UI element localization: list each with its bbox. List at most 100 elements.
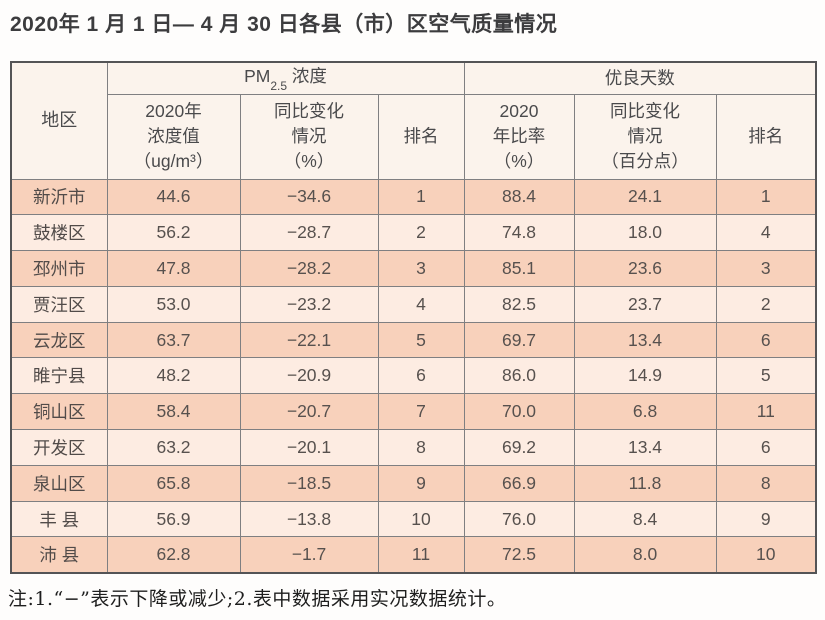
pm-rank-cell: 7	[377, 393, 465, 431]
pm-rank-cell: 10	[377, 500, 465, 538]
good-ratio-cell: 72.5	[463, 536, 575, 574]
good-ratio-cell: 70.0	[463, 393, 575, 431]
pm-rank-cell: 9	[377, 464, 465, 502]
good-ratio-cell: 85.1	[463, 250, 575, 287]
pm-value-cell: 53.0	[106, 285, 241, 323]
pm-change-cell: −28.7	[239, 214, 379, 252]
region-cell: 铜山区	[10, 393, 108, 431]
region-cell: 鼓楼区	[10, 214, 108, 252]
table-row: 睢宁县 48.2 −20.9 6 86.0 14.9 5	[10, 357, 817, 395]
region-cell: 开发区	[10, 429, 108, 466]
pm-change-cell: −20.1	[239, 429, 379, 466]
good-rank-cell: 4	[715, 214, 817, 252]
pm-rank-cell: 11	[377, 536, 465, 574]
good-ratio-cell: 74.8	[463, 214, 575, 252]
table-row: 铜山区 58.4 −20.7 7 70.0 6.8 11	[10, 393, 817, 431]
region-cell: 丰 县	[10, 500, 108, 538]
good-change-cell: 13.4	[573, 321, 717, 359]
good-ratio-cell: 82.5	[463, 285, 575, 323]
good-days-group-header: 优良天数	[463, 61, 817, 95]
good-change-cell: 23.6	[573, 250, 717, 287]
good-change-cell: 14.9	[573, 357, 717, 395]
pm-rank-cell: 5	[377, 321, 465, 359]
region-column-header: 地区	[10, 61, 108, 180]
pm-rank-cell: 2	[377, 214, 465, 252]
pm-change-cell: −18.5	[239, 464, 379, 502]
good-change-cell: 6.8	[573, 393, 717, 431]
good-rank-cell: 6	[715, 429, 817, 466]
good-ratio-cell: 86.0	[463, 357, 575, 395]
pm-value-cell: 63.7	[106, 321, 241, 359]
pm25-group-header: PM2.5 浓度	[106, 61, 465, 95]
table-row: 邳州市 47.8 −28.2 3 85.1 23.6 3	[10, 250, 817, 287]
pm-value-cell: 58.4	[106, 393, 241, 431]
good-change-cell: 24.1	[573, 178, 717, 216]
pm-rank-cell: 4	[377, 285, 465, 323]
pm-value-cell: 56.9	[106, 500, 241, 538]
table-row: 贾汪区 53.0 −23.2 4 82.5 23.7 2	[10, 285, 817, 323]
pm-value-cell: 48.2	[106, 357, 241, 395]
group-header-row: 地区 PM2.5 浓度 优良天数	[10, 61, 817, 180]
good-ratio-cell: 69.7	[463, 321, 575, 359]
good-change-cell: 13.4	[573, 429, 717, 466]
pm-change-cell: −20.7	[239, 393, 379, 431]
pm-rank-cell: 1	[377, 178, 465, 216]
pm-change-header: 同比变化 情况 （%）	[239, 93, 379, 180]
good-rank-header: 排名	[715, 93, 817, 180]
good-rank-cell: 5	[715, 357, 817, 395]
pm-change-cell: −34.6	[239, 178, 379, 216]
table-row: 沛 县 62.8 −1.7 11 72.5 8.0 10	[10, 536, 817, 574]
pm-change-cell: −20.9	[239, 357, 379, 395]
pm25-label-prefix: PM	[244, 66, 271, 87]
pm-change-cell: −1.7	[239, 536, 379, 574]
good-rank-cell: 6	[715, 321, 817, 359]
pm-rank-cell: 3	[377, 250, 465, 287]
good-rank-cell: 10	[715, 536, 817, 574]
table-row: 泉山区 65.8 −18.5 9 66.9 11.8 8	[10, 464, 817, 502]
good-ratio-header: 2020 年比率 （%）	[463, 93, 575, 180]
good-change-cell: 8.4	[573, 500, 717, 538]
pm-value-cell: 56.2	[106, 214, 241, 252]
pm-rank-header: 排名	[377, 93, 465, 180]
good-rank-cell: 1	[715, 178, 817, 216]
air-quality-table: 地区 PM2.5 浓度 优良天数 2020年 浓度值 （ug/m³） 同比变化 …	[10, 61, 818, 574]
good-change-cell: 18.0	[573, 214, 717, 252]
page-title: 2020年 1 月 1 日— 4 月 30 日各县（市）区空气质量情况	[10, 13, 558, 36]
good-rank-cell: 3	[715, 250, 817, 287]
good-rank-cell: 2	[715, 285, 817, 323]
pm25-label-subscript: 2.5	[270, 78, 288, 93]
good-rank-cell: 11	[715, 393, 817, 431]
good-ratio-cell: 76.0	[463, 500, 575, 538]
good-rank-cell: 9	[715, 500, 817, 538]
good-change-header: 同比变化 情况 （百分点）	[573, 93, 717, 180]
good-ratio-cell: 66.9	[463, 464, 575, 502]
good-change-cell: 8.0	[573, 536, 717, 574]
region-cell: 泉山区	[10, 464, 108, 502]
pm25-label-suffix: 浓度	[287, 66, 327, 87]
region-cell: 睢宁县	[10, 357, 108, 395]
footnote: 注:1.“−”表示下降或减少;2.表中数据采用实况数据统计。	[8, 588, 507, 610]
table-body: 新沂市 44.6 −34.6 1 88.4 24.1 1 鼓楼区 56.2 −28.7 2 74.8 1…	[10, 178, 817, 574]
pm-value-cell: 44.6	[106, 178, 241, 216]
table-row: 开发区 63.2 −20.1 8 69.2 13.4 6	[10, 429, 817, 466]
pm-value-cell: 63.2	[106, 429, 241, 466]
good-ratio-cell: 88.4	[463, 178, 575, 216]
table-row: 鼓楼区 56.2 −28.7 2 74.8 18.0 4	[10, 214, 817, 252]
good-change-cell: 23.7	[573, 285, 717, 323]
table-row: 丰 县 56.9 −13.8 10 76.0 8.4 9	[10, 500, 817, 538]
pm-change-cell: −22.1	[239, 321, 379, 359]
region-cell: 云龙区	[10, 321, 108, 359]
region-cell: 贾汪区	[10, 285, 108, 323]
good-change-cell: 11.8	[573, 464, 717, 502]
table-header: 地区 PM2.5 浓度 优良天数 2020年 浓度值 （ug/m³） 同比变化 …	[10, 61, 817, 180]
pm-value-header: 2020年 浓度值 （ug/m³）	[106, 93, 241, 180]
pm-rank-cell: 6	[377, 357, 465, 395]
pm-rank-cell: 8	[377, 429, 465, 466]
region-cell: 邳州市	[10, 250, 108, 287]
pm-value-cell: 47.8	[106, 250, 241, 287]
good-rank-cell: 8	[715, 464, 817, 502]
pm-change-cell: −23.2	[239, 285, 379, 323]
table-row: 云龙区 63.7 −22.1 5 69.7 13.4 6	[10, 321, 817, 359]
table-row: 新沂市 44.6 −34.6 1 88.4 24.1 1	[10, 178, 817, 216]
